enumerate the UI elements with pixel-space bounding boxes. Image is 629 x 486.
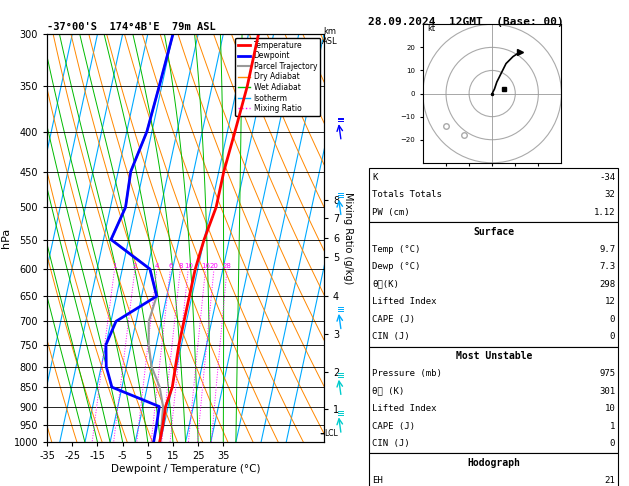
Text: 6: 6: [168, 263, 172, 269]
Text: CAPE (J): CAPE (J): [372, 422, 415, 431]
Text: Surface: Surface: [473, 227, 515, 237]
Text: -37°00'S  174°4B'E  79m ASL: -37°00'S 174°4B'E 79m ASL: [47, 22, 216, 32]
Text: EH: EH: [372, 476, 383, 485]
Text: Lifted Index: Lifted Index: [372, 404, 437, 413]
Text: 298: 298: [599, 280, 615, 289]
Text: CIN (J): CIN (J): [372, 332, 410, 341]
Text: LCL: LCL: [325, 429, 338, 438]
Text: Temp (°C): Temp (°C): [372, 245, 421, 254]
Text: Lifted Index: Lifted Index: [372, 297, 437, 306]
Text: 28: 28: [223, 263, 231, 269]
Text: 10: 10: [604, 404, 615, 413]
X-axis label: Dewpoint / Temperature (°C): Dewpoint / Temperature (°C): [111, 464, 260, 474]
Text: 12: 12: [604, 297, 615, 306]
Text: Totals Totals: Totals Totals: [372, 191, 442, 199]
Text: Dewp (°C): Dewp (°C): [372, 262, 421, 271]
Text: 0: 0: [610, 332, 615, 341]
Text: 9.7: 9.7: [599, 245, 615, 254]
Text: 1: 1: [610, 422, 615, 431]
Text: 1.12: 1.12: [594, 208, 615, 217]
Text: 10: 10: [184, 263, 192, 269]
Text: © weatheronline.co.uk: © weatheronline.co.uk: [437, 465, 550, 474]
Text: 28.09.2024  12GMT  (Base: 00): 28.09.2024 12GMT (Base: 00): [368, 17, 564, 27]
Text: 7.3: 7.3: [599, 262, 615, 271]
Text: 975: 975: [599, 369, 615, 378]
Text: 4: 4: [155, 263, 159, 269]
Text: 20: 20: [209, 263, 218, 269]
Text: km
ASL: km ASL: [323, 27, 338, 46]
Text: θᴄ (K): θᴄ (K): [372, 387, 404, 396]
Y-axis label: Mixing Ratio (g/kg): Mixing Ratio (g/kg): [343, 192, 353, 284]
Text: -34: -34: [599, 173, 615, 182]
Text: θᴄ(K): θᴄ(K): [372, 280, 399, 289]
Legend: Temperature, Dewpoint, Parcel Trajectory, Dry Adiabat, Wet Adiabat, Isotherm, Mi: Temperature, Dewpoint, Parcel Trajectory…: [235, 38, 320, 116]
Text: 2: 2: [133, 263, 137, 269]
Text: 8: 8: [178, 263, 182, 269]
Text: 32: 32: [604, 191, 615, 199]
Text: CIN (J): CIN (J): [372, 439, 410, 448]
Text: K: K: [372, 173, 378, 182]
Text: 21: 21: [604, 476, 615, 485]
Text: 0: 0: [610, 315, 615, 324]
Text: 0: 0: [610, 439, 615, 448]
Y-axis label: hPa: hPa: [1, 228, 11, 248]
Text: Hodograph: Hodograph: [467, 458, 520, 468]
Text: CAPE (J): CAPE (J): [372, 315, 415, 324]
Text: 1: 1: [113, 263, 117, 269]
Text: Pressure (mb): Pressure (mb): [372, 369, 442, 378]
Text: 301: 301: [599, 387, 615, 396]
Text: kt: kt: [428, 24, 436, 33]
Text: PW (cm): PW (cm): [372, 208, 410, 217]
Text: Most Unstable: Most Unstable: [455, 351, 532, 361]
Text: 16: 16: [201, 263, 210, 269]
